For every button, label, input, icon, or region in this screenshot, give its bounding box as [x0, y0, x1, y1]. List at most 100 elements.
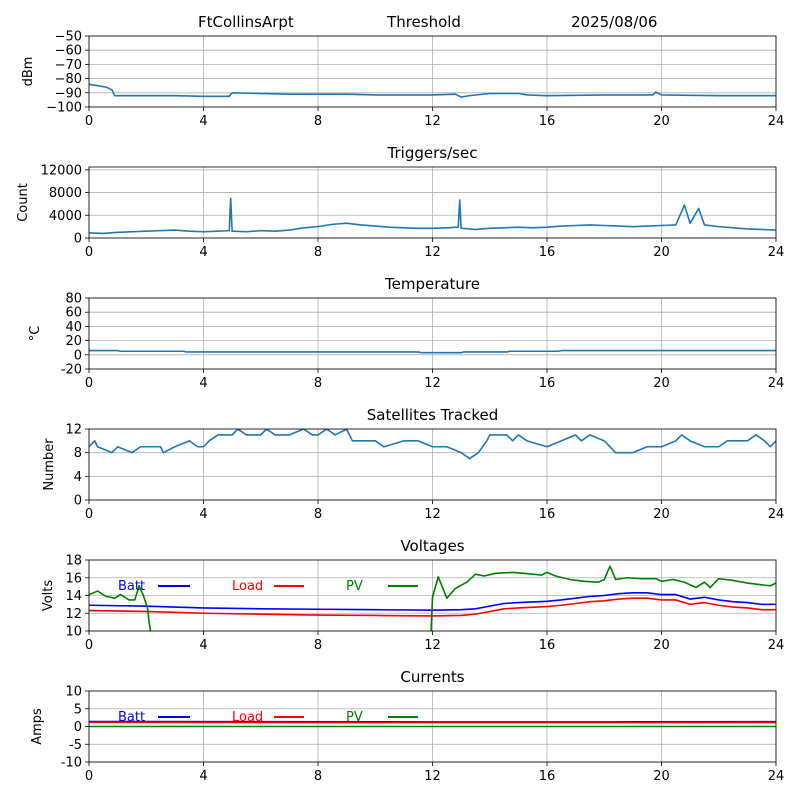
y-tick-label: 14 — [65, 589, 82, 604]
x-tick-label: 12 — [424, 638, 441, 653]
y-tick-label: −60 — [55, 44, 82, 59]
y-tick-label: 10 — [65, 625, 82, 640]
x-tick-label: 20 — [653, 769, 670, 784]
x-tick-label: 4 — [199, 507, 207, 522]
x-tick-label: 24 — [768, 376, 785, 391]
header-station: FtCollinsArpt — [198, 13, 294, 31]
x-tick-label: 24 — [768, 507, 785, 522]
y-tick-label: 16 — [65, 571, 82, 586]
x-tick-label: 16 — [539, 769, 556, 784]
y-tick-label: 80 — [65, 292, 82, 307]
x-tick-label: 8 — [314, 245, 322, 260]
header-label: Threshold — [386, 13, 461, 31]
x-tick-label: 4 — [199, 114, 207, 129]
x-tick-label: 4 — [199, 769, 207, 784]
x-tick-label: 12 — [424, 507, 441, 522]
y-tick-label: −100 — [46, 101, 82, 116]
legend-label-batt: Batt — [118, 710, 145, 725]
x-tick-label: 8 — [314, 769, 322, 784]
panel-title: Currents — [400, 668, 464, 686]
x-tick-label: 24 — [768, 245, 785, 260]
x-tick-label: 8 — [314, 507, 322, 522]
x-tick-label: 20 — [653, 114, 670, 129]
y-axis-label: °C — [28, 326, 43, 342]
y-tick-label: 0 — [74, 720, 82, 735]
x-tick-label: 8 — [314, 638, 322, 653]
legend-label-pv: PV — [346, 710, 363, 725]
y-tick-label: 0 — [74, 232, 82, 247]
series-line-pv — [430, 566, 776, 640]
x-tick-label: 12 — [424, 114, 441, 129]
y-tick-label: −90 — [55, 86, 82, 101]
y-axis-label: Count — [16, 183, 31, 222]
legend-label-pv: PV — [346, 579, 363, 594]
panel-threshold: 0 4 8 12 16 20 24 −100−90−80−70−60−50 dBm — [21, 30, 784, 130]
x-tick-label: 0 — [85, 769, 93, 784]
panel-satellites: 0 4 8 12 16 20 24 0 4 8 12 Satellites Tracked Number — [42, 406, 784, 522]
y-tick-label: 5 — [74, 702, 82, 717]
x-tick-label: 8 — [314, 376, 322, 391]
y-tick-label: −70 — [55, 58, 82, 73]
x-tick-label: 16 — [539, 114, 556, 129]
x-tick-label: 20 — [653, 638, 670, 653]
legend-label-load: Load — [232, 710, 263, 725]
x-tick-label: 24 — [768, 638, 785, 653]
x-tick-label: 12 — [424, 769, 441, 784]
y-tick-label: 4 — [74, 470, 82, 485]
y-axis-label: Amps — [30, 708, 45, 745]
y-tick-label: 0 — [74, 348, 82, 363]
y-tick-label: -5 — [69, 738, 82, 753]
x-tick-label: 0 — [85, 114, 93, 129]
x-tick-label: 24 — [768, 769, 785, 784]
x-tick-label: 16 — [539, 507, 556, 522]
x-tick-label: 4 — [199, 245, 207, 260]
panel-title: Voltages — [400, 537, 464, 555]
y-axis-label: Volts — [41, 580, 56, 612]
y-tick-label: 0 — [74, 494, 82, 509]
y-tick-label: -20 — [61, 363, 82, 378]
legend-label-load: Load — [232, 579, 263, 594]
x-tick-label: 20 — [653, 376, 670, 391]
panel-triggers: 0 4 8 12 16 20 24 0 4000 8000 12000 Triggers/sec Cou… — [16, 144, 784, 260]
x-tick-label: 16 — [539, 376, 556, 391]
chart-panels: 0 4 8 12 16 20 24 −100−90−80−70−60−50 dBm 0 4 8 12 16… — [16, 30, 784, 785]
x-tick-label: 20 — [653, 507, 670, 522]
x-tick-label: 12 — [424, 245, 441, 260]
y-axis-label: Number — [42, 438, 57, 491]
x-tick-label: 0 — [85, 507, 93, 522]
y-tick-label: −50 — [55, 30, 82, 45]
panel-title: Triggers/sec — [387, 144, 478, 162]
panel-title: Satellites Tracked — [367, 406, 498, 424]
x-tick-label: 0 — [85, 376, 93, 391]
y-tick-label: 40 — [65, 320, 82, 335]
y-tick-label: 10 — [65, 685, 82, 700]
x-tick-label: 0 — [85, 638, 93, 653]
y-tick-label: 60 — [65, 306, 82, 321]
y-axis-label: dBm — [21, 57, 36, 87]
header-date: 2025/08/06 — [571, 13, 657, 31]
y-tick-label: 12000 — [41, 163, 82, 178]
y-tick-label: 12 — [65, 607, 82, 622]
y-tick-label: 4000 — [49, 209, 82, 224]
x-tick-label: 16 — [539, 638, 556, 653]
y-tick-label: 18 — [65, 554, 82, 569]
x-tick-label: 8 — [314, 114, 322, 129]
panel-currents: 0 4 8 12 16 20 24 -10 -5 0 5 10 Currents Amps Batt Load… — [30, 668, 784, 784]
x-tick-label: 0 — [85, 245, 93, 260]
x-tick-label: 4 — [199, 376, 207, 391]
x-tick-label: 24 — [768, 114, 785, 129]
y-tick-label: -10 — [61, 756, 82, 771]
x-tick-label: 16 — [539, 245, 556, 260]
x-tick-label: 20 — [653, 245, 670, 260]
panel-title: Temperature — [384, 275, 480, 293]
y-tick-label: −80 — [55, 72, 82, 87]
y-tick-label: 20 — [65, 334, 82, 349]
legend-label-batt: Batt — [118, 579, 145, 594]
y-tick-label: 8 — [74, 446, 82, 461]
y-tick-label: 12 — [65, 423, 82, 438]
y-tick-label: 8000 — [49, 186, 82, 201]
